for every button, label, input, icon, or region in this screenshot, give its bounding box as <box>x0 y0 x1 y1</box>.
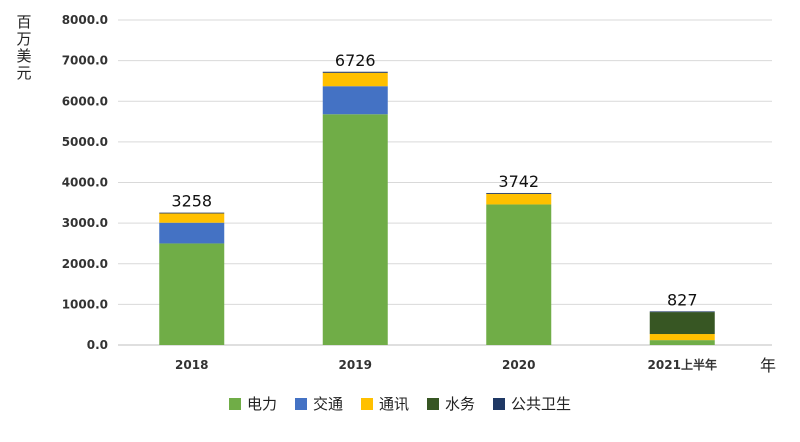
legend-item: 公共卫生 <box>493 393 571 414</box>
legend-item: 电力 <box>228 393 277 414</box>
bar-segment <box>159 222 225 244</box>
legend-label: 交通 <box>312 395 343 413</box>
legend-swatch <box>360 397 373 410</box>
legend-swatch <box>294 397 307 410</box>
legend-item: 交通 <box>294 393 343 414</box>
bar-segment <box>322 114 388 345</box>
legend-swatch <box>228 397 241 410</box>
legend-label: 公共卫生 <box>511 395 572 413</box>
gridlines <box>118 19 772 346</box>
x-tick-label: 2020 <box>502 358 535 372</box>
x-tick-label: 2018 <box>175 358 208 372</box>
y-tick-labels: 0.0 1000.0 2000.0 3000.0 4000.0 5000.0 6000.0 7… <box>62 13 108 352</box>
bar-segment <box>649 312 715 335</box>
legend: 电力 交通 通讯 水务 公共卫生 <box>0 393 800 414</box>
y-tick-label: 5000.0 <box>62 135 108 149</box>
x-tick-label: 2021上半年 <box>648 357 717 372</box>
bar-segment <box>159 213 225 223</box>
y-tick-label: 2000.0 <box>62 257 108 271</box>
legend-swatch <box>427 397 439 410</box>
bar-segment <box>322 72 388 87</box>
bar-segment <box>649 311 715 313</box>
y-tick-label: 7000.0 <box>62 54 108 68</box>
bar-segment <box>322 86 388 115</box>
bar-segment <box>159 243 225 345</box>
total-label: 3742 <box>498 172 539 191</box>
bar-segment <box>649 340 715 345</box>
y-tick-label: 1000.0 <box>62 297 108 311</box>
y-tick-label: 0.0 <box>87 338 108 352</box>
total-label: 6726 <box>335 51 376 70</box>
bars <box>159 71 715 345</box>
x-tick-label: 2019 <box>339 358 372 372</box>
y-axis-label: 百万美元 <box>16 13 32 82</box>
total-labels: 3258 6726 3742 827 <box>171 51 697 310</box>
bar-segment <box>649 334 715 341</box>
bar-segment <box>486 192 552 194</box>
bar-segment <box>486 193 552 205</box>
y-tick-label: 8000.0 <box>62 13 108 27</box>
total-label: 827 <box>667 290 698 309</box>
x-axis-label: 年 <box>760 356 777 375</box>
legend-swatch <box>493 397 506 410</box>
y-tick-label: 4000.0 <box>62 176 108 190</box>
legend-label: 水务 <box>445 395 476 413</box>
legend-label: 电力 <box>246 395 277 413</box>
bar-segment <box>322 71 388 73</box>
total-label: 3258 <box>171 192 212 211</box>
legend-label: 通讯 <box>378 395 409 413</box>
y-tick-label: 6000.0 <box>62 94 108 108</box>
x-tick-labels: 2018 2019 2020 2021上半年 <box>175 357 717 372</box>
bar-segment <box>486 204 552 345</box>
legend-item: 水务 <box>427 393 475 414</box>
legend-item: 通讯 <box>360 393 409 414</box>
y-tick-label: 3000.0 <box>62 216 108 230</box>
bar-segment <box>159 212 225 214</box>
